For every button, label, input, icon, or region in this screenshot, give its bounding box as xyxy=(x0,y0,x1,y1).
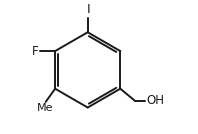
Text: F: F xyxy=(31,45,38,58)
Text: I: I xyxy=(87,3,90,16)
Text: OH: OH xyxy=(146,94,164,107)
Text: Me: Me xyxy=(37,103,53,113)
